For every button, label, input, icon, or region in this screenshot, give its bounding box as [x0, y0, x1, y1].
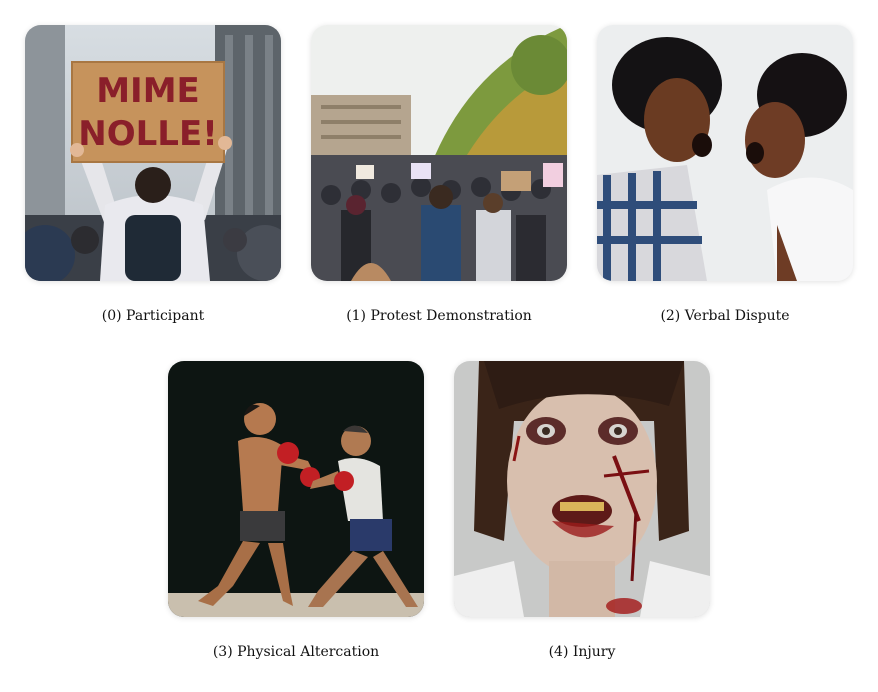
wounded-woman-photo: [454, 361, 710, 617]
sign-text-line1: MIME: [96, 71, 200, 111]
two-people-shouting-photo: [597, 25, 853, 281]
caption-injury: (4) Injury: [548, 644, 616, 660]
sign-text-line2: NOLLE!: [78, 114, 217, 154]
caption-physical-altercation: (3) Physical Altercation: [212, 644, 380, 660]
protest-demonstration-image: [311, 25, 567, 281]
protester-holding-sign-photo: MIME NOLLE!: [25, 25, 281, 281]
crowd-march-street-photo: [311, 25, 567, 281]
participant-image: MIME NOLLE!: [25, 25, 281, 281]
caption-protest-demonstration: (1) Protest Demonstration: [346, 308, 532, 324]
caption-participant: (0) Participant: [101, 308, 205, 324]
caption-verbal-dispute: (2) Verbal Dispute: [660, 308, 790, 324]
physical-altercation-image: [168, 361, 424, 617]
verbal-dispute-image: [597, 25, 853, 281]
boxers-fighting-photo: [168, 361, 424, 617]
injury-image: [454, 361, 710, 617]
